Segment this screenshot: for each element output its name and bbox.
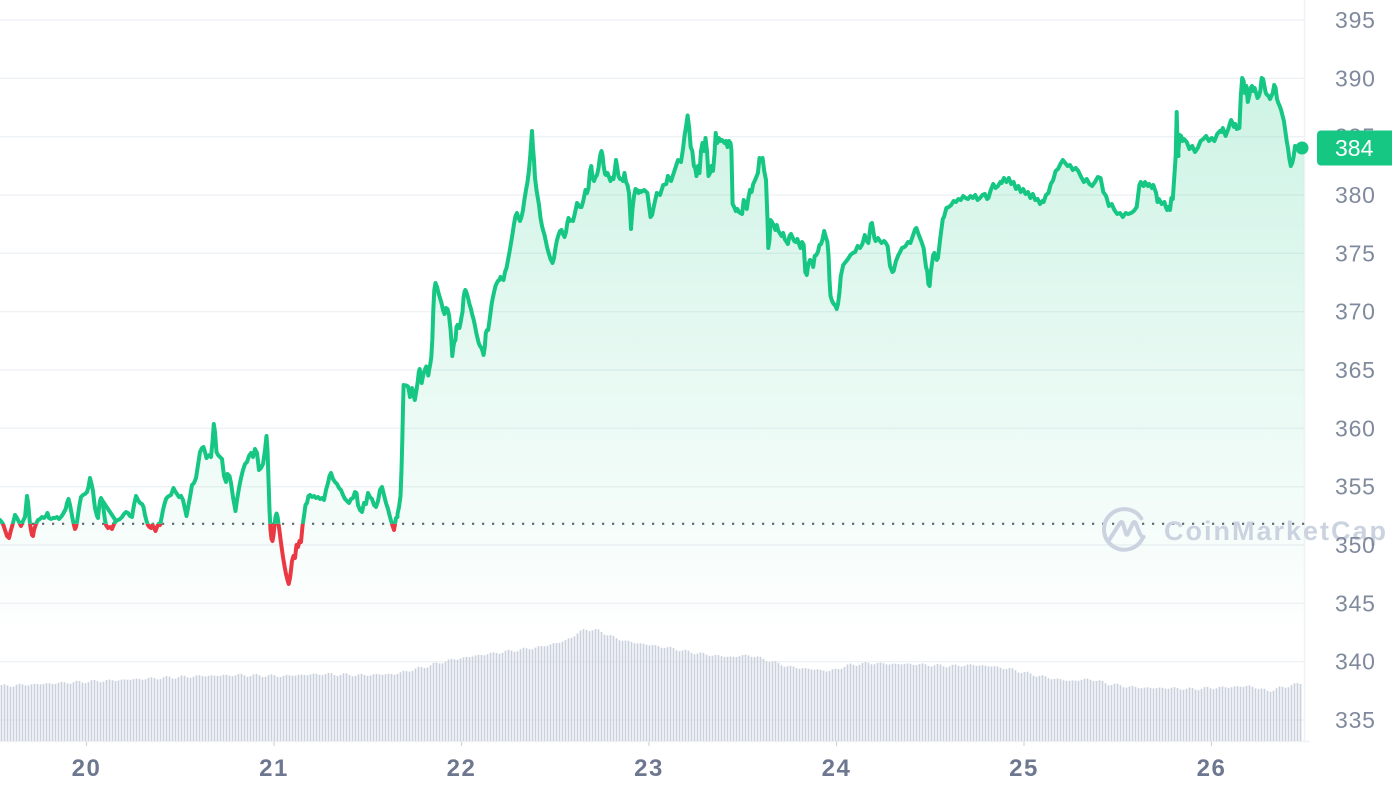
svg-text:25: 25	[1009, 755, 1039, 782]
svg-text:395: 395	[1335, 7, 1376, 33]
svg-text:355: 355	[1335, 474, 1376, 500]
svg-text:390: 390	[1335, 65, 1376, 91]
svg-text:340: 340	[1335, 649, 1376, 675]
svg-text:21: 21	[259, 755, 289, 782]
svg-text:350: 350	[1335, 532, 1376, 558]
svg-text:335: 335	[1335, 707, 1376, 733]
svg-text:360: 360	[1335, 415, 1376, 441]
svg-text:370: 370	[1335, 299, 1376, 325]
svg-text:345: 345	[1335, 590, 1376, 616]
svg-text:380: 380	[1335, 182, 1376, 208]
svg-text:365: 365	[1335, 357, 1376, 383]
svg-text:375: 375	[1335, 240, 1376, 266]
svg-text:CoinMarketCap: CoinMarketCap	[1164, 516, 1388, 546]
svg-text:23: 23	[634, 755, 664, 782]
svg-text:26: 26	[1197, 755, 1227, 782]
svg-text:384: 384	[1335, 135, 1374, 161]
svg-text:24: 24	[822, 755, 852, 782]
svg-text:22: 22	[447, 755, 477, 782]
svg-text:20: 20	[72, 755, 102, 782]
